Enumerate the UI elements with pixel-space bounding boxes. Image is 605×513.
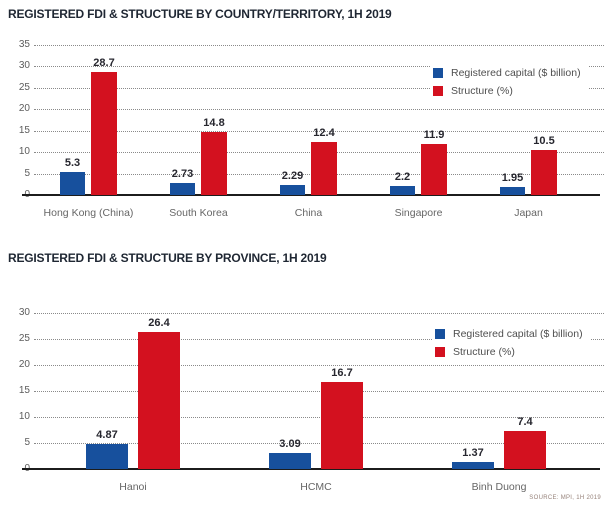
bar-group: 2.2 11.9 — [390, 45, 447, 195]
value-label: 16.7 — [331, 367, 353, 380]
gridline — [34, 391, 605, 392]
value-label: 4.87 — [96, 428, 118, 441]
source-note: SOURCE: MPI, 1H 2019 — [529, 495, 601, 501]
gridline — [34, 66, 605, 68]
bar-group: 2.29 12.4 — [280, 45, 337, 195]
chart-title-country: REGISTERED FDI & STRUCTURE BY COUNTRY/TE… — [8, 7, 392, 21]
x-axis-line — [22, 194, 600, 196]
bar-structure — [531, 150, 557, 195]
bar-registered-capital — [170, 183, 195, 195]
x-category-label: Japan — [514, 207, 543, 219]
legend-item-structure: Structure (%) — [435, 346, 583, 358]
capital-swatch-icon — [435, 329, 445, 339]
plot-area-country: 35 30 25 20 15 10 5 0 5.3 28.7 Hong Kong (China) 2.… — [19, 39, 605, 219]
legend: Registered capital ($ billion) Structure … — [432, 325, 591, 361]
bar-registered-capital — [452, 461, 494, 469]
value-label: 1.37 — [462, 446, 484, 459]
legend-label: Registered capital ($ billion) — [451, 67, 581, 79]
bar-structure — [321, 382, 363, 469]
x-category-label: Binh Duong — [471, 481, 527, 493]
value-label: 10.5 — [533, 135, 555, 147]
y-tick-label: 20 — [18, 103, 30, 115]
bar-structure — [201, 131, 227, 195]
bar-group: 1.37 7.4 — [452, 313, 546, 469]
y-tick-label: 5 — [24, 437, 30, 448]
gridline — [34, 339, 605, 340]
legend-item-structure: Structure (%) — [433, 85, 581, 97]
legend: Registered capital ($ billion) Structure … — [430, 64, 589, 100]
legend-item-registered-capital: Registered capital ($ billion) — [433, 67, 581, 79]
bar-structure — [138, 331, 180, 469]
x-category-label: South Korea — [169, 207, 228, 219]
y-tick-label: 30 — [18, 307, 30, 318]
y-tick-label: 25 — [18, 81, 30, 93]
value-label: 3.09 — [279, 437, 301, 450]
x-category-label: HCMC — [300, 481, 332, 493]
y-tick-label: 5 — [24, 167, 30, 179]
legend-label: Registered capital ($ billion) — [453, 328, 583, 340]
legend-label: Structure (%) — [453, 346, 515, 358]
gridline — [34, 365, 605, 366]
gridline — [34, 417, 605, 418]
bar-group: 1.95 10.5 — [500, 45, 557, 195]
bar-registered-capital — [500, 186, 525, 195]
structure-swatch-icon — [433, 86, 443, 96]
value-label: 5.3 — [64, 157, 81, 170]
bar-registered-capital — [390, 185, 415, 195]
bar-group: 3.09 16.7 — [269, 313, 363, 469]
value-label: 2.2 — [394, 170, 411, 183]
gridline — [34, 443, 605, 444]
legend-item-registered-capital: Registered capital ($ billion) — [435, 328, 583, 340]
gridline — [34, 313, 605, 314]
x-category-label: Hanoi — [119, 481, 147, 493]
x-category-label: China — [294, 207, 323, 219]
bar-structure — [91, 72, 117, 195]
bar-structure — [421, 144, 447, 195]
value-label: 11.9 — [423, 129, 445, 141]
value-label: 1.95 — [501, 171, 524, 184]
y-tick-label: 20 — [18, 359, 30, 370]
bar-structure — [504, 430, 546, 469]
bar-group: 4.87 26.4 — [86, 313, 180, 469]
x-category-label: Singapore — [394, 207, 443, 219]
value-label: 14.8 — [203, 116, 225, 129]
value-label: 2.73 — [171, 168, 194, 181]
y-tick-label: 30 — [18, 60, 30, 72]
value-label: 12.4 — [313, 126, 335, 139]
bar-group: 5.3 28.7 — [60, 45, 117, 195]
y-tick-label: 25 — [18, 333, 30, 344]
bar-registered-capital — [60, 172, 85, 195]
bar-registered-capital — [86, 443, 128, 469]
value-label: 2.29 — [281, 170, 304, 183]
y-tick-label: 15 — [18, 124, 30, 136]
legend-label: Structure (%) — [451, 85, 513, 97]
bar-registered-capital — [280, 185, 305, 195]
capital-swatch-icon — [433, 68, 443, 78]
x-axis-line — [22, 468, 600, 470]
y-tick-label: 15 — [18, 385, 30, 396]
gridline — [34, 87, 605, 89]
gridline — [34, 45, 605, 46]
value-label: 26.4 — [148, 316, 170, 329]
chart-title-province: REGISTERED FDI & STRUCTURE BY PROVINCE, … — [8, 251, 327, 265]
bar-registered-capital — [269, 452, 311, 469]
bar-group: 2.73 14.8 — [170, 45, 227, 195]
gridline — [34, 109, 605, 111]
y-tick-label: 10 — [18, 146, 30, 158]
value-label: 7.4 — [517, 415, 533, 428]
x-category-label: Hong Kong (China) — [43, 207, 134, 219]
y-tick-label: 35 — [18, 39, 30, 50]
gridline — [34, 130, 605, 132]
value-label: 28.7 — [93, 57, 115, 69]
plot-area-province: 30 25 20 15 10 5 0 4.87 26.4 Hanoi 3.09 16.7 HCMC 1.3… — [19, 307, 605, 493]
y-tick-label: 10 — [18, 411, 30, 422]
structure-swatch-icon — [435, 347, 445, 357]
bar-structure — [311, 141, 337, 195]
